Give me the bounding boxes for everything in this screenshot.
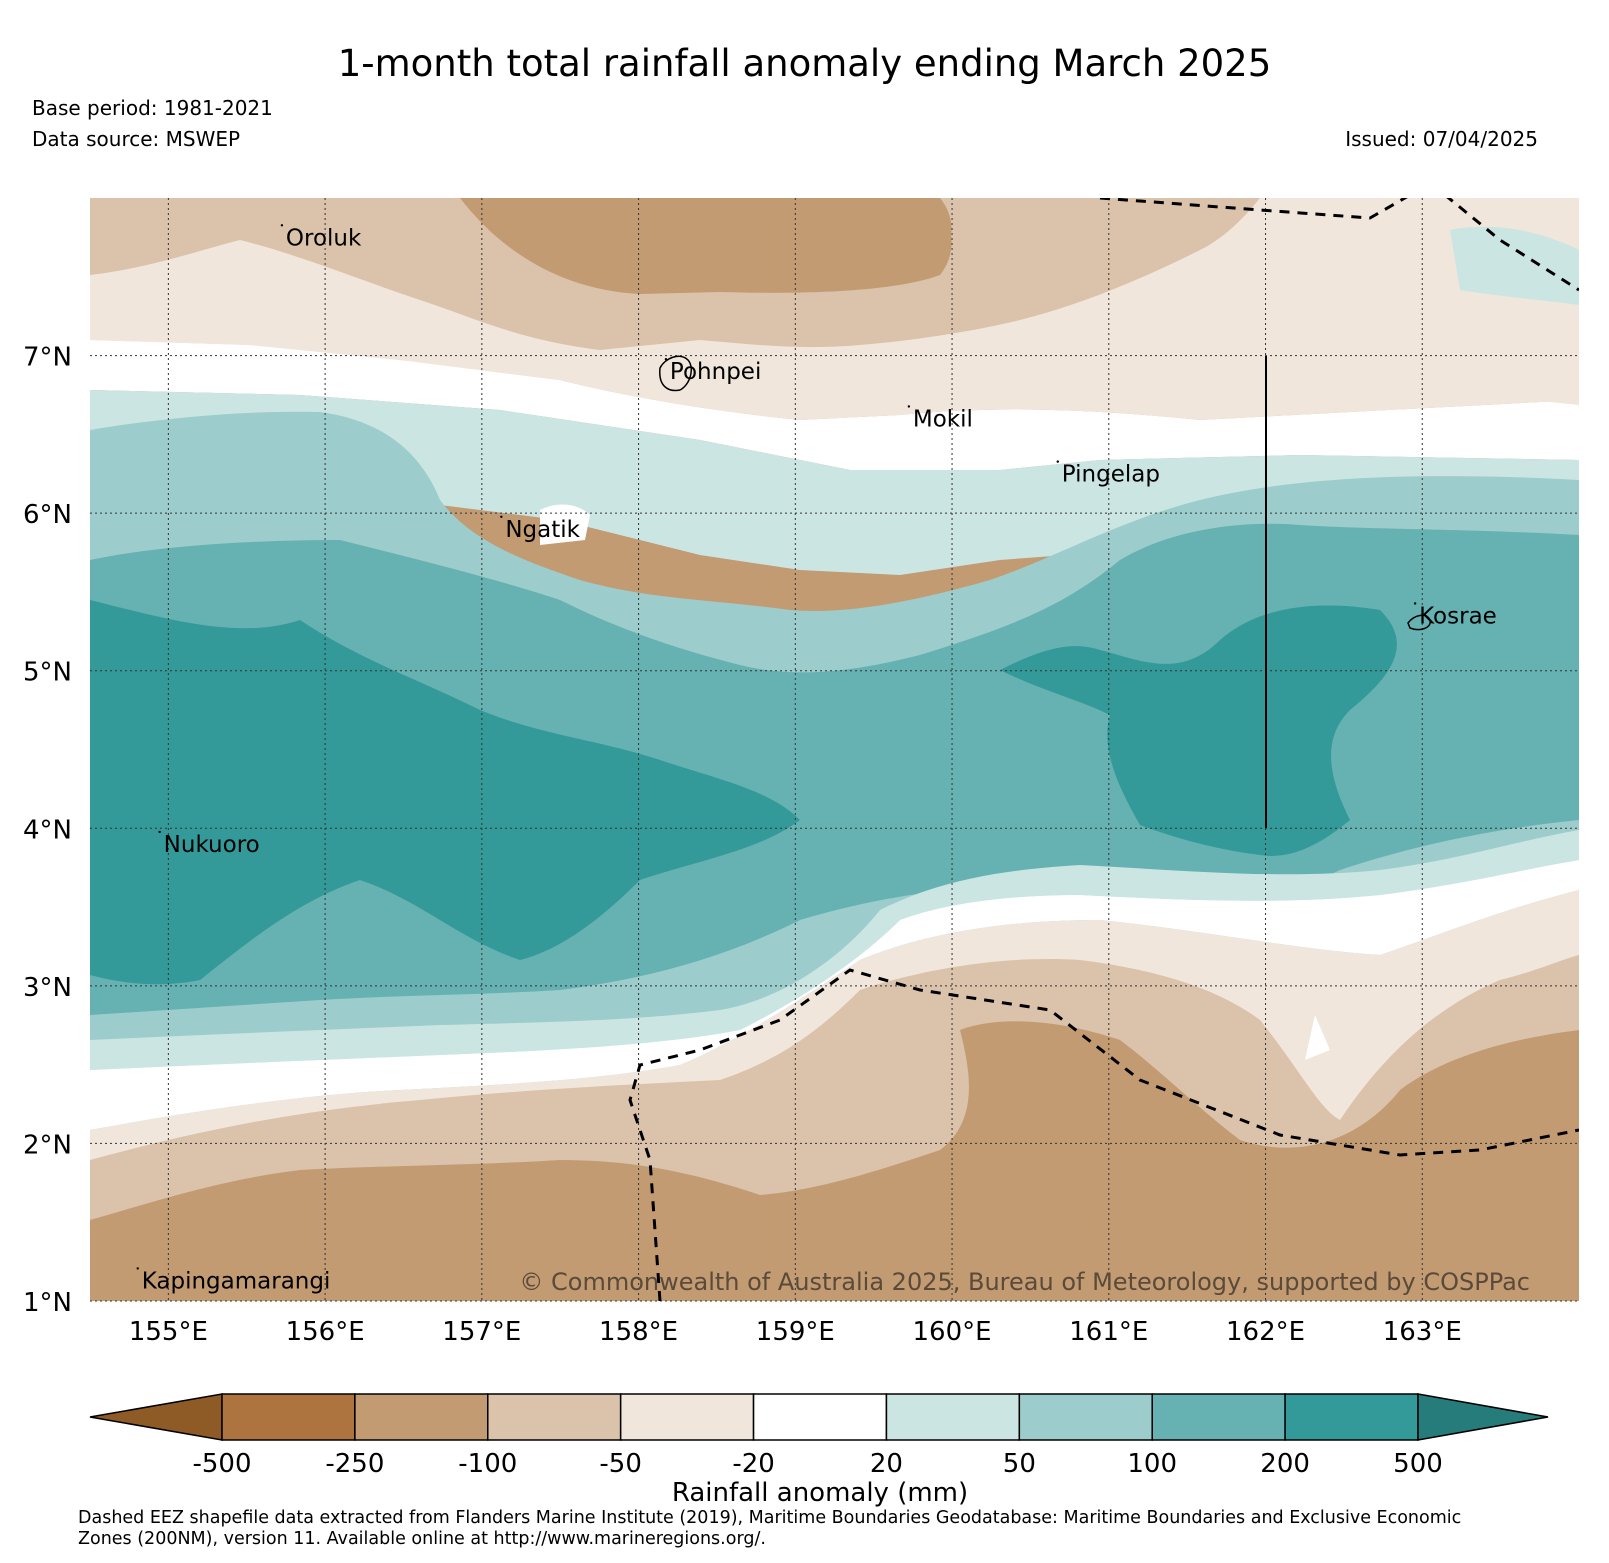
colorbar-swatch [354, 1393, 489, 1441]
place-label: Oroluk [286, 225, 362, 251]
place-marker [1056, 460, 1059, 463]
colorbar-swatch [1151, 1393, 1286, 1441]
colorbar [89, 1393, 1549, 1441]
band-wet-200-500-east [1000, 605, 1397, 856]
colorbar-tick: 200 [1260, 1449, 1310, 1479]
lon-label: 155°E [129, 1317, 208, 1347]
data-source: Data source: MSWEP [32, 127, 241, 151]
lat-label: 3°N [23, 973, 72, 1003]
lat-label: 4°N [23, 815, 72, 845]
lat-label: 7°N [23, 343, 72, 373]
place-labels: Oroluk Pohnpei Mokil Pingelap Ngatik Kosrae Nu… [136, 224, 1497, 1294]
band-wet-200-500-west [90, 600, 800, 985]
footer-credits: Dashed EEZ shapefile data extracted from… [78, 1508, 1598, 1550]
lon-label: 159°E [756, 1317, 835, 1347]
eez-boundaries [628, 198, 1579, 1301]
colorbar-swatch [487, 1393, 622, 1441]
place-marker [664, 358, 668, 361]
place-label: Ngatik [505, 517, 580, 543]
eez-line-south [628, 968, 1579, 1301]
colorbar-tick: -250 [325, 1449, 384, 1479]
lat-label: 1°N [23, 1288, 72, 1318]
lon-label: 157°E [442, 1317, 521, 1347]
band-dry-100-250-south [90, 1021, 1579, 1301]
place-marker [500, 515, 503, 518]
band-neutral-south [90, 860, 1579, 1130]
place-label: Pohnpei [670, 359, 761, 385]
colorbar-tick: 500 [1393, 1449, 1443, 1479]
pohnpei-outline [659, 355, 692, 392]
band-neutral-north [90, 340, 1579, 470]
lon-label: 163°E [1383, 1317, 1462, 1347]
place-label: Mokil [913, 406, 973, 432]
patch-wet-ngatik [540, 504, 590, 545]
place-label: Pingelap [1062, 462, 1160, 488]
place-label: Nukuoro [164, 832, 260, 858]
colorbar-tick-labels: -500 -250 -100 -50 -20 20 50 100 200 500 [192, 1449, 1442, 1479]
band-dry-100-250-north [460, 198, 952, 294]
place-marker [158, 830, 161, 834]
band-wet-20-50-south [90, 830, 1579, 1070]
base-period: Base period: 1981-2021 [32, 96, 273, 120]
lon-label: 162°E [1226, 1317, 1305, 1347]
kosrae-outline [1407, 614, 1431, 631]
colorbar-tick: 50 [1003, 1449, 1036, 1479]
eez-line-north [1099, 198, 1579, 292]
lon-label: 158°E [599, 1317, 678, 1347]
anomaly-field [90, 198, 1579, 1301]
colorbar-swatch [1018, 1393, 1153, 1441]
colorbar-extend-low [89, 1393, 223, 1441]
patch-neutral-south [1305, 1015, 1330, 1060]
footer-line-1: Dashed EEZ shapefile data extracted from… [78, 1508, 1462, 1528]
place-label: Kapingamarangi [142, 1268, 331, 1294]
colorbar-tick: -20 [732, 1449, 774, 1479]
lon-label: 156°E [286, 1317, 365, 1347]
band-dry-20-50-north [90, 198, 1579, 420]
colorbar-swatch [885, 1393, 1021, 1441]
patch-wet-northeast [1450, 226, 1579, 305]
colorbar-tick: -500 [192, 1449, 251, 1479]
colorbar-swatch [1284, 1393, 1419, 1441]
place-marker [136, 1267, 139, 1270]
colorbar-swatch [221, 1393, 356, 1441]
copyright-notice: © Commonwealth of Australia 2025, Bureau… [519, 1268, 1530, 1296]
lon-label: 161°E [1069, 1317, 1148, 1347]
lat-label: 6°N [23, 500, 72, 530]
latitude-labels: 7°N 6°N 5°N 4°N 3°N 2°N 1°N [23, 343, 72, 1318]
colorbar-tick: -50 [599, 1449, 641, 1479]
lat-label: 5°N [23, 658, 72, 688]
place-marker [280, 224, 284, 227]
lat-label: 2°N [23, 1130, 72, 1160]
footer-line-2: Zones (200NM), version 11. Available onl… [78, 1529, 766, 1549]
longitude-labels: 155°E 156°E 157°E 158°E 159°E 160°E 161°E 162°E… [129, 1317, 1462, 1347]
colorbar-swatch [752, 1393, 888, 1441]
colorbar-extend-high [1417, 1393, 1549, 1441]
colorbar-title: Rainfall anomaly (mm) [672, 1478, 968, 1508]
colorbar-tick: 100 [1127, 1449, 1177, 1479]
place-marker [1413, 602, 1417, 605]
colorbar-swatch [619, 1393, 755, 1441]
colorbar-tick: -100 [458, 1449, 517, 1479]
colorbar-tick: 20 [870, 1449, 903, 1479]
place-marker [907, 405, 911, 408]
place-label: Kosrae [1419, 603, 1497, 629]
lon-label: 160°E [913, 1317, 992, 1347]
patch-dry-east [1480, 350, 1579, 405]
issued-date: Issued: 07/04/2025 [1345, 127, 1538, 151]
map-title: 1-month total rainfall anomaly ending Ma… [337, 42, 1272, 85]
